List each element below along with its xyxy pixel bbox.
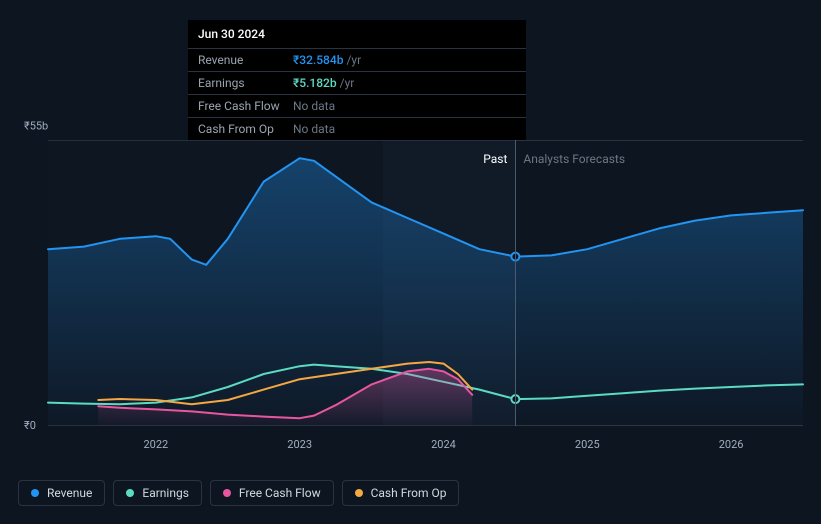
tooltip-row-unit: /yr [340,76,355,90]
y-tick-max: ₹55b [24,120,48,133]
tooltip-row-unit: /yr [346,53,361,67]
tooltip-row-label: Revenue [198,53,293,67]
legend-label: Revenue [47,486,92,500]
legend-dot [126,489,134,497]
legend-label: Cash From Op [371,486,447,500]
legend-dot [223,489,231,497]
y-axis: ₹55b ₹0 [18,126,48,456]
x-axis: 2022 2023 2024 2025 2026 [48,432,803,456]
tooltip: Jun 30 2024 Revenue₹32.584b/yrEarnings₹5… [188,20,526,140]
y-tick-min: ₹0 [24,419,36,432]
legend-label: Earnings [142,486,189,500]
x-tick: 2023 [287,438,312,451]
tooltip-row-nodata: No data [293,99,335,113]
tooltip-row-nodata: No data [293,122,335,136]
x-tick: 2022 [143,438,168,451]
tooltip-row-label: Earnings [198,76,293,90]
legend-item-free-cash-flow[interactable]: Free Cash Flow [210,480,334,506]
tooltip-row: Revenue₹32.584b/yr [188,48,526,71]
tooltip-row: Earnings₹5.182b/yr [188,71,526,94]
tooltip-row-label: Cash From Op [198,122,293,136]
legend-item-cash-from-op[interactable]: Cash From Op [342,480,460,506]
legend: Revenue Earnings Free Cash Flow Cash From O… [18,480,459,506]
tooltip-date: Jun 30 2024 [188,20,526,48]
x-tick: 2026 [719,438,744,451]
legend-item-revenue[interactable]: Revenue [18,480,105,506]
x-tick: 2025 [575,438,600,451]
legend-label: Free Cash Flow [239,486,321,500]
x-tick: 2024 [431,438,456,451]
legend-dot [355,489,363,497]
tooltip-row-value: ₹32.584b [293,53,343,67]
chart-container: Jun 30 2024 Revenue₹32.584b/yrEarnings₹5… [0,0,821,524]
tooltip-row: Cash From OpNo data [188,117,526,140]
tooltip-row-label: Free Cash Flow [198,99,293,113]
legend-dot [31,489,39,497]
tooltip-row-value: ₹5.182b [293,76,337,90]
tooltip-row: Free Cash FlowNo data [188,94,526,117]
chart-area: ₹55b ₹0 Past Analysts Forecasts 2022 2023… [18,126,803,456]
plot-area[interactable]: Past Analysts Forecasts [48,140,803,426]
legend-item-earnings[interactable]: Earnings [113,480,202,506]
chart-svg [48,140,803,426]
